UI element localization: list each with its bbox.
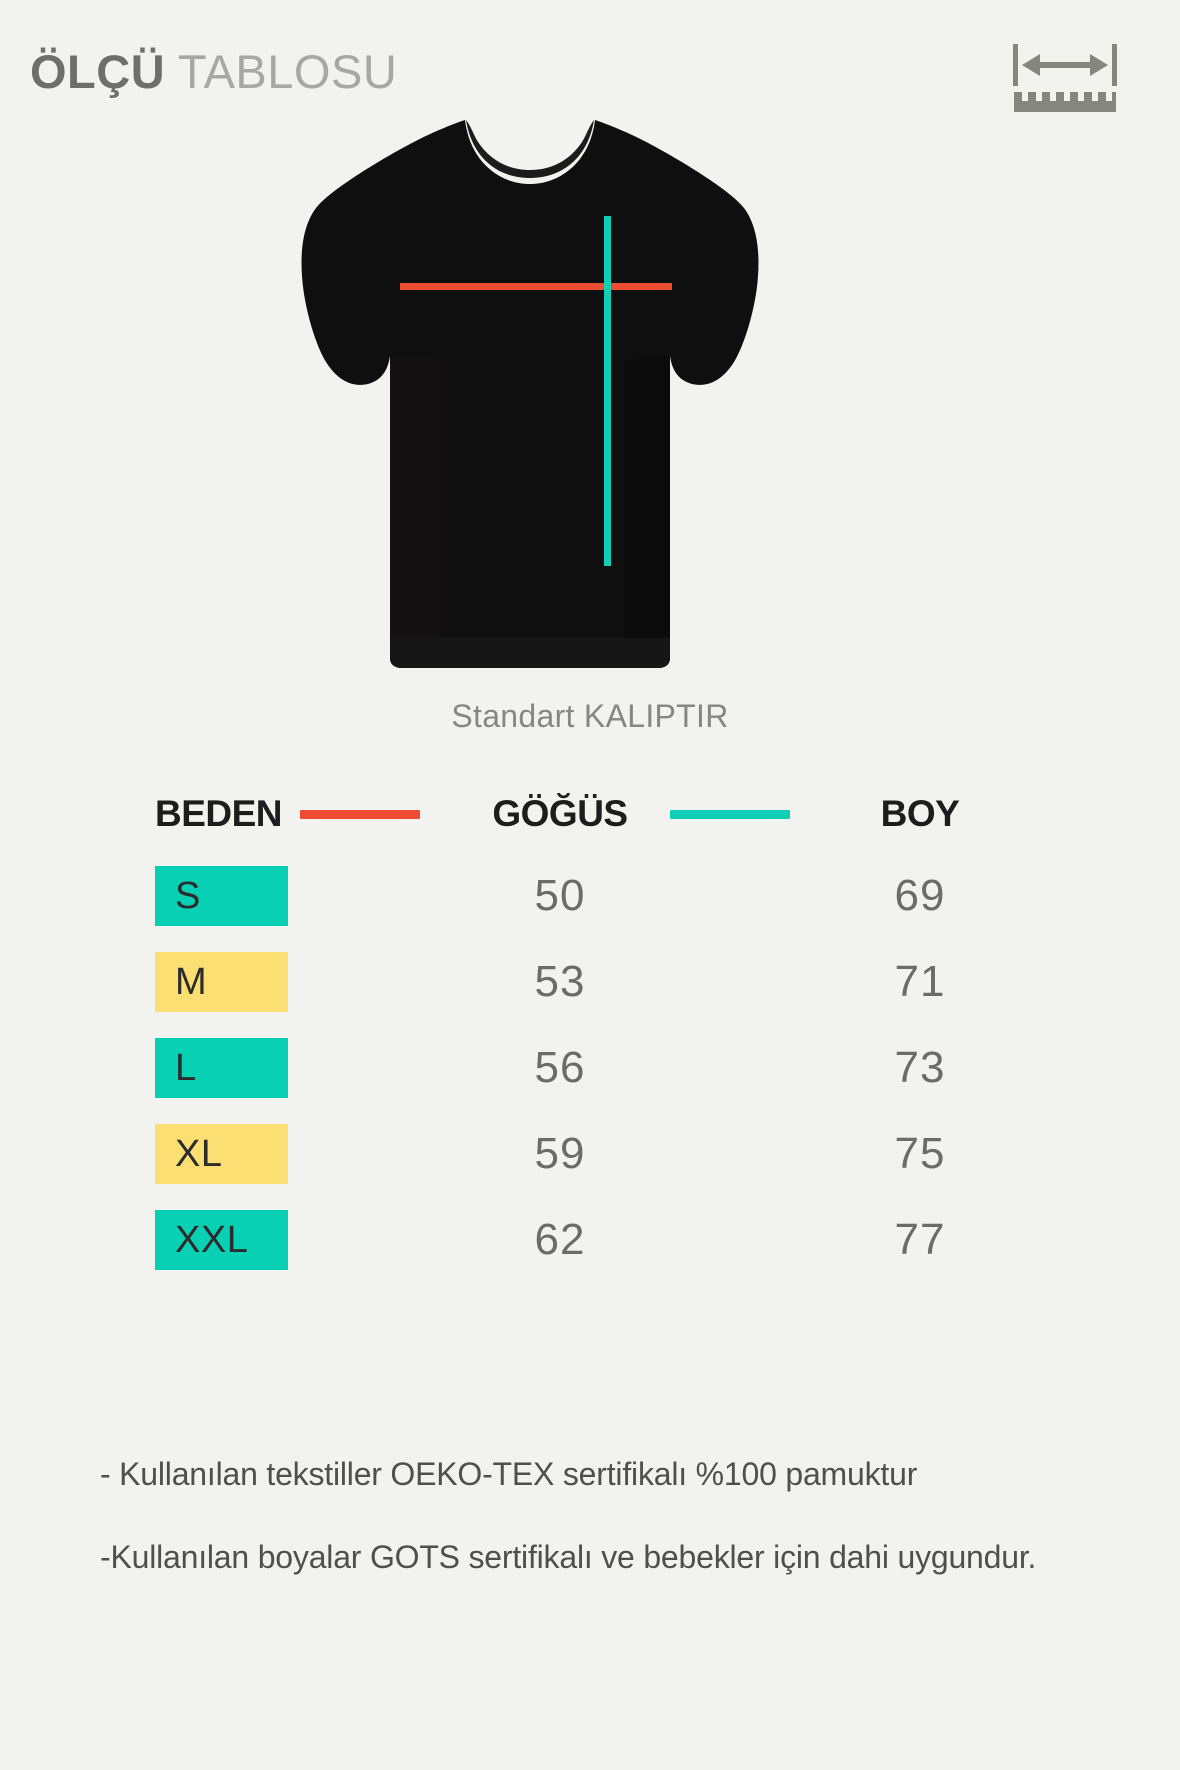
row-size-cell: XXL	[0, 1210, 300, 1270]
row-chest-cell: 62	[450, 1215, 670, 1265]
column-header-chest: GÖĞÜS	[492, 793, 628, 834]
table-row: L 56 73	[0, 1025, 1180, 1111]
status-badge: XL	[155, 1124, 288, 1184]
chest-value: 62	[534, 1215, 586, 1264]
row-chest-cell: 53	[450, 957, 670, 1007]
fit-caption: Standart KALIPTIR	[451, 698, 729, 734]
table-row: M 53 71	[0, 939, 1180, 1025]
row-length-cell: 75	[820, 1129, 1020, 1179]
chest-measure-line	[400, 283, 672, 290]
page-title: ÖLÇÜ TABLOSU	[30, 48, 397, 95]
row-chest-cell: 56	[450, 1043, 670, 1093]
page-title-light: TABLOSU	[165, 45, 398, 98]
row-size-cell: XL	[0, 1124, 300, 1184]
note-gots: -Kullanılan boyalar GOTS sertifikalı ve …	[100, 1539, 1037, 1576]
row-length-cell: 69	[820, 871, 1020, 921]
legend-chest	[300, 809, 450, 819]
chest-legend-line	[300, 809, 420, 819]
table-header-row: BEDEN GÖĞÜS BOY	[0, 775, 1180, 853]
header-cell-length: BOY	[820, 793, 1020, 835]
note-oeko-tex: - Kullanılan tekstiller OEKO-TEX sertifi…	[100, 1456, 918, 1492]
length-measure-line	[604, 216, 611, 566]
chest-value: 50	[534, 871, 586, 920]
row-size-cell: S	[0, 866, 300, 926]
table-row: XL 59 75	[0, 1111, 1180, 1197]
row-length-cell: 71	[820, 957, 1020, 1007]
row-length-cell: 73	[820, 1043, 1020, 1093]
row-chest-cell: 50	[450, 871, 670, 921]
length-value: 75	[894, 1129, 946, 1178]
row-length-cell: 77	[820, 1215, 1020, 1265]
size-table: BEDEN GÖĞÜS BOY S 50	[0, 775, 1180, 1283]
length-value: 69	[894, 871, 946, 920]
header-cell-chest: GÖĞÜS	[450, 793, 670, 835]
chest-value: 53	[534, 957, 586, 1006]
table-row: XXL 62 77	[0, 1197, 1180, 1283]
ruler-measure-icon	[1010, 40, 1120, 112]
chest-value: 59	[534, 1129, 586, 1178]
column-header-length: BOY	[880, 793, 960, 834]
row-size-cell: M	[0, 952, 300, 1012]
column-header-size: BEDEN	[155, 793, 283, 834]
page-title-bold: ÖLÇÜ	[30, 45, 166, 98]
row-chest-cell: 59	[450, 1129, 670, 1179]
page-header: ÖLÇÜ TABLOSU	[0, 28, 1180, 118]
status-badge: XXL	[155, 1210, 288, 1270]
status-badge: L	[155, 1038, 288, 1098]
tshirt-illustration	[301, 120, 759, 668]
length-value: 71	[894, 957, 946, 1006]
header-cell-size: BEDEN	[0, 793, 300, 835]
length-value: 73	[894, 1043, 946, 1092]
length-value: 77	[894, 1215, 946, 1264]
product-image	[0, 98, 1180, 698]
chest-value: 56	[534, 1043, 586, 1092]
footer-notes: - Kullanılan tekstiller OEKO-TEX sertifi…	[0, 1455, 1180, 1577]
status-badge: S	[155, 866, 288, 926]
table-row: S 50 69	[0, 853, 1180, 939]
status-badge: M	[155, 952, 288, 1012]
legend-length	[670, 809, 820, 819]
length-legend-line	[670, 809, 790, 819]
row-size-cell: L	[0, 1038, 300, 1098]
